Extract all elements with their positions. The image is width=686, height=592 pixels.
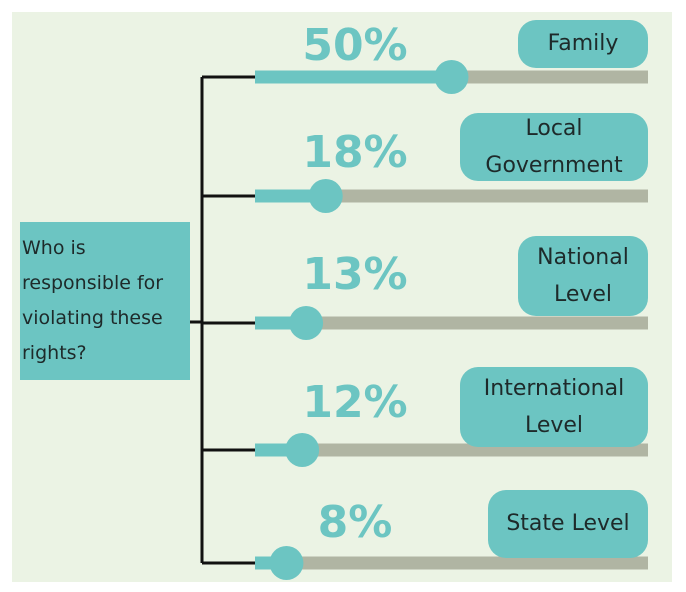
track [255, 189, 648, 203]
question-box: Who is responsible for violating these r… [20, 222, 190, 380]
knob [289, 306, 324, 340]
track [255, 316, 648, 330]
category-label: Local Government [460, 113, 648, 181]
value-label: 12% [302, 377, 407, 428]
value-label: 8% [318, 497, 393, 548]
category-label: International Level [460, 367, 648, 447]
category-label: Family [518, 20, 648, 68]
value-label: 18% [302, 127, 407, 178]
value-label: 13% [302, 249, 407, 300]
category-label: State Level [488, 490, 648, 558]
category-label: National Level [518, 236, 648, 316]
bar [255, 189, 326, 203]
value-label: 50% [302, 20, 407, 71]
track [255, 556, 648, 570]
knob [434, 60, 469, 94]
knob [308, 179, 343, 213]
knob [285, 433, 320, 467]
bar [255, 70, 452, 84]
knob [269, 546, 304, 580]
